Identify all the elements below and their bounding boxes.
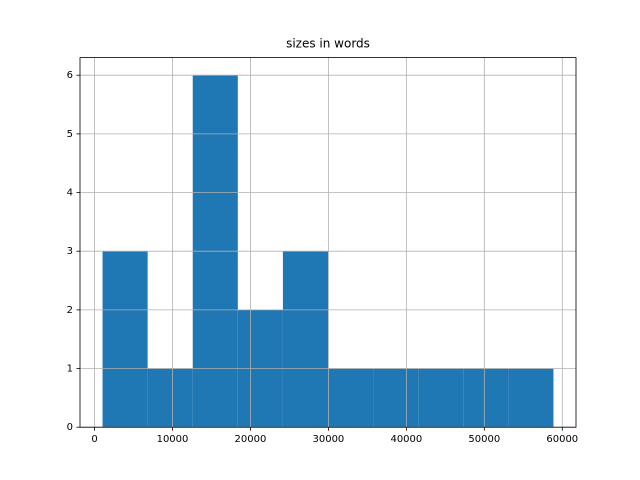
x-tick-label: 60000	[546, 434, 578, 445]
chart-title: sizes in words	[286, 37, 370, 51]
x-tick-label: 0	[91, 434, 97, 445]
y-tick-label: 5	[67, 129, 73, 140]
x-tick-label: 30000	[312, 434, 344, 445]
x-tick-label: 10000	[157, 434, 189, 445]
bar	[147, 368, 193, 428]
y-tick-label: 3	[67, 246, 73, 257]
bar	[508, 368, 554, 428]
bar	[373, 368, 419, 428]
x-tick-label: 40000	[390, 434, 422, 445]
y-tick-label: 4	[67, 188, 73, 199]
bar	[328, 368, 374, 428]
x-tick-label: 20000	[235, 434, 267, 445]
y-tick-label: 2	[67, 305, 73, 316]
bar	[418, 368, 464, 428]
bar	[282, 251, 328, 428]
y-tick-label: 6	[67, 70, 73, 81]
plot-frame	[79, 57, 577, 428]
y-tick-label: 1	[67, 364, 73, 375]
bar	[102, 251, 148, 428]
x-tick-label: 50000	[468, 434, 500, 445]
bar	[463, 368, 509, 428]
y-tick-label: 0	[67, 422, 73, 433]
